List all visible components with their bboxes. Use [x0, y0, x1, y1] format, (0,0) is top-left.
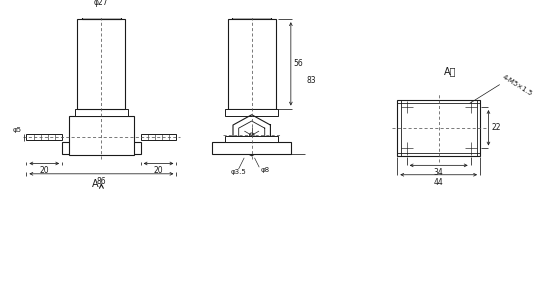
- Bar: [212, 142, 291, 154]
- Circle shape: [467, 145, 474, 152]
- Text: 86: 86: [97, 177, 106, 186]
- Circle shape: [467, 103, 474, 111]
- Bar: [78, 19, 125, 109]
- Text: φ8: φ8: [261, 167, 270, 173]
- Bar: [26, 135, 62, 140]
- Bar: [82, 7, 121, 19]
- Bar: [397, 100, 480, 156]
- Text: 83: 83: [307, 76, 316, 85]
- Bar: [232, 7, 271, 19]
- Bar: [141, 135, 177, 140]
- Text: 56: 56: [294, 59, 304, 68]
- Bar: [235, 0, 268, 7]
- Text: 22: 22: [491, 123, 501, 132]
- Bar: [225, 136, 278, 142]
- Bar: [228, 19, 276, 109]
- Text: 44: 44: [434, 178, 443, 186]
- Bar: [225, 109, 278, 116]
- Circle shape: [403, 103, 410, 111]
- Bar: [75, 136, 128, 142]
- Bar: [69, 116, 134, 155]
- Circle shape: [249, 133, 254, 138]
- Text: 4-M5×1.5: 4-M5×1.5: [500, 74, 533, 97]
- Text: A: A: [91, 179, 98, 189]
- Text: φ3.5: φ3.5: [230, 169, 246, 175]
- Bar: [85, 0, 118, 7]
- Text: 20: 20: [153, 166, 163, 175]
- Text: φ27: φ27: [94, 0, 109, 7]
- Text: 20: 20: [40, 166, 49, 175]
- Text: 34: 34: [434, 168, 443, 177]
- Circle shape: [403, 145, 410, 152]
- Text: φ5: φ5: [13, 127, 22, 133]
- Bar: [75, 109, 128, 116]
- Bar: [62, 142, 141, 154]
- Text: A向: A向: [444, 66, 456, 76]
